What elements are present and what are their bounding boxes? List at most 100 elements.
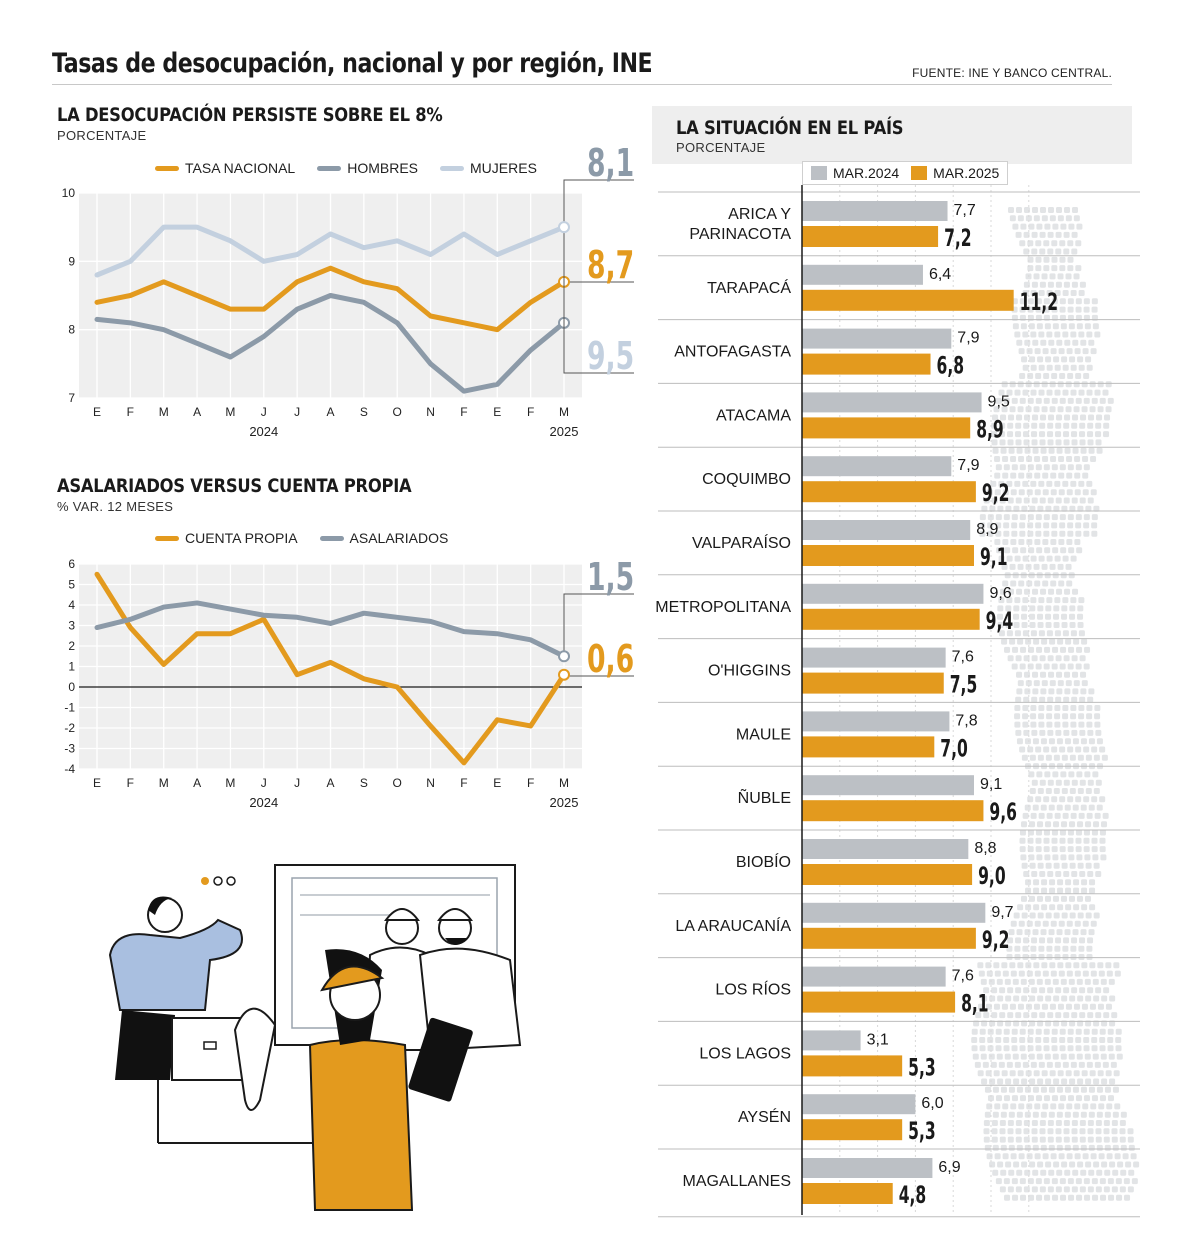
map-dot [1072, 588, 1079, 595]
map-dot [1024, 738, 1031, 745]
map-dot [1000, 588, 1007, 595]
map-dot [1111, 1136, 1118, 1143]
map-dot [1036, 547, 1043, 554]
map-dot [1052, 1194, 1059, 1201]
map-dot [1046, 555, 1053, 562]
map-dot [1084, 978, 1091, 985]
region-label: ANTOFAGASTA [674, 344, 791, 361]
map-dot [983, 1136, 990, 1143]
map-dot [1114, 1103, 1121, 1110]
map-dot [1057, 879, 1064, 886]
map-dot [1073, 1003, 1080, 1010]
map-dot [1058, 348, 1065, 355]
map-dot [1007, 497, 1014, 504]
map-dot [1055, 497, 1062, 504]
map-dot [1006, 945, 1013, 952]
map-dot [1084, 323, 1091, 330]
map-dot [1001, 638, 1008, 645]
map-dot [994, 456, 1001, 462]
map-dot [1030, 713, 1037, 720]
map-dot [1031, 281, 1038, 288]
map-dot [1059, 530, 1066, 537]
map-dot [1041, 381, 1048, 388]
map-dot [1003, 1045, 1010, 1052]
map-dot [1038, 812, 1045, 819]
bar-value-mar2025: 5,3 [908, 1054, 936, 1082]
map-dot [1035, 746, 1042, 753]
map-dot [1047, 1128, 1054, 1135]
map-dot [1074, 970, 1081, 977]
map-dot [1029, 613, 1036, 620]
map-dot [1033, 406, 1040, 413]
map-dot [1075, 522, 1082, 529]
map-dot [1082, 920, 1089, 927]
map-dot [989, 1078, 996, 1085]
map-dot [1023, 937, 1030, 944]
map-dot [1041, 887, 1048, 894]
bar-mar2024 [802, 711, 950, 732]
map-dot [1083, 530, 1090, 537]
map-dot [1092, 978, 1099, 985]
bar-mar2024 [802, 1158, 933, 1178]
map-dot [1017, 680, 1024, 687]
map-dot [1001, 406, 1008, 413]
year-label: 2024 [249, 795, 278, 810]
map-dot [1120, 1144, 1127, 1151]
map-dot [979, 530, 986, 537]
bar-mar2025 [802, 800, 984, 822]
map-dot [1044, 646, 1051, 653]
map-dot [1067, 240, 1074, 247]
map-dot [989, 1161, 996, 1168]
page-title: Tasas de desocupación, nacional y por re… [52, 48, 653, 79]
region-label: METROPOLITANA [655, 599, 791, 616]
bar-mar2024 [802, 392, 982, 413]
bar-mar2025 [802, 353, 931, 375]
map-dot [1073, 887, 1080, 894]
map-dot [1021, 862, 1028, 869]
map-dot [1051, 1095, 1058, 1102]
map-dot [1012, 323, 1019, 330]
map-dot [1081, 1003, 1088, 1010]
map-dot [1005, 1078, 1012, 1085]
map-dot [1043, 796, 1050, 803]
map-dot [1061, 821, 1068, 828]
map-dot [1015, 1012, 1022, 1019]
map-dot [1006, 954, 1013, 960]
x-tick-label: F [127, 776, 134, 790]
map-dot [1002, 1153, 1009, 1160]
map-dot [999, 1136, 1006, 1143]
map-dot [1047, 871, 1054, 877]
map-dot [1072, 929, 1079, 936]
bar-mar2024 [802, 966, 946, 987]
map-dot [1015, 1136, 1022, 1143]
map-dot [1059, 829, 1066, 836]
bar-mar2025 [802, 991, 956, 1013]
map-dot [1047, 248, 1054, 255]
map-dot [1035, 298, 1042, 305]
map-dot [1108, 1053, 1115, 1060]
map-dot [1075, 829, 1082, 836]
map-dot [1077, 754, 1084, 761]
map-dot [1063, 1136, 1070, 1143]
bar-mar2025 [802, 417, 971, 439]
map-dot [1096, 1169, 1103, 1176]
map-dot [1035, 522, 1042, 529]
map-dot [1050, 580, 1057, 587]
map-dot [1102, 1061, 1109, 1068]
x-tick-label: J [261, 776, 267, 790]
map-dot [1094, 713, 1101, 720]
map-dot [1076, 1053, 1083, 1060]
map-dot [1100, 854, 1107, 861]
map-dot [1029, 505, 1036, 512]
map-dot [1094, 389, 1101, 396]
map-dot [1049, 1070, 1056, 1077]
bar-mar2025 [802, 226, 939, 247]
map-dot [977, 962, 984, 969]
bar-value-mar2025: 7,5 [950, 671, 978, 699]
legend-item: CUENTA PROPIA [155, 530, 298, 546]
map-dot [1008, 414, 1015, 421]
map-dot [1017, 1070, 1024, 1077]
map-dot [1045, 613, 1052, 620]
y-tick-label: -1 [64, 701, 75, 715]
map-dot [1070, 290, 1077, 296]
